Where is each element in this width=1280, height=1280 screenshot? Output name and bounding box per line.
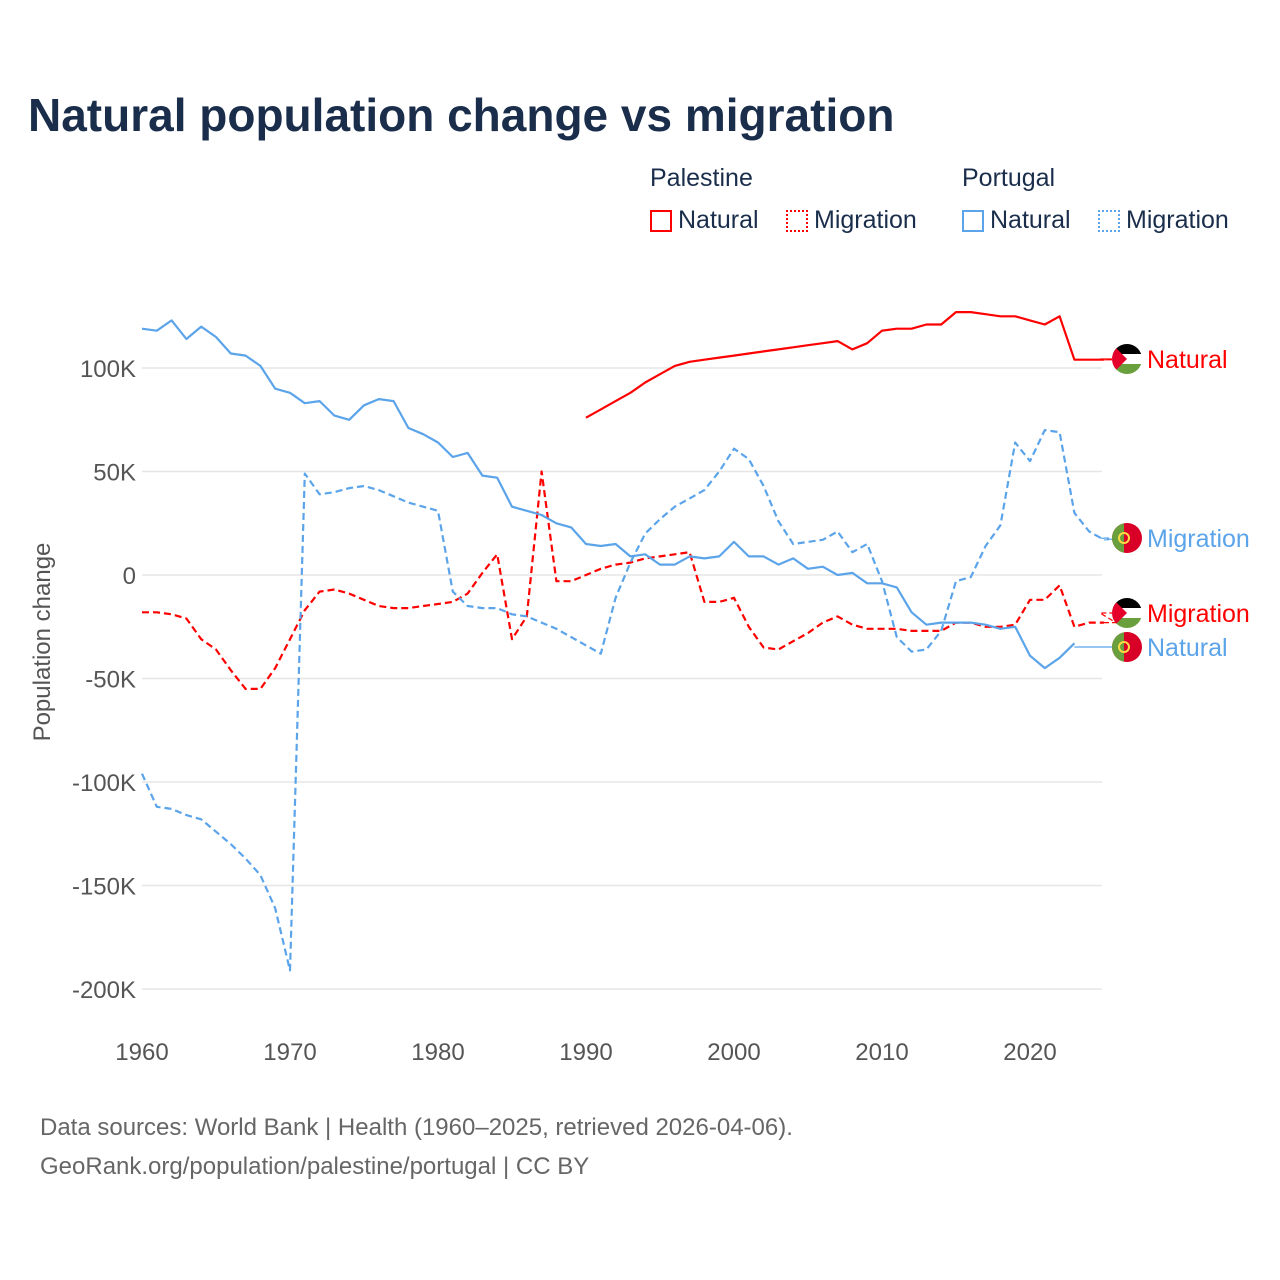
series-line-palestine-migration: [142, 470, 1104, 691]
legend-palestine-migration[interactable]: Migration: [786, 206, 917, 235]
portugal-flag-icon: [1112, 523, 1142, 553]
portugal-flag-icon: [1112, 632, 1142, 662]
palestine-flag-icon: [1112, 598, 1142, 628]
y-tick-label: -200K: [72, 977, 136, 1004]
x-tick-label: 1980: [411, 1039, 464, 1066]
legend-portugal-natural[interactable]: Natural: [962, 206, 1071, 235]
end-connector: [1097, 612, 1119, 624]
y-tick-label: 50K: [93, 460, 136, 487]
end-connector: [1099, 358, 1117, 361]
end-label: Natural: [1147, 634, 1228, 662]
x-tick-label: 1960: [115, 1039, 168, 1066]
legend-label: Migration: [1126, 206, 1229, 234]
legend-label: Migration: [814, 206, 917, 234]
end-label: Migration: [1147, 525, 1250, 553]
dotted-swatch-icon: [1098, 209, 1120, 232]
series-line-palestine-natural: [585, 311, 1104, 419]
legend-portugal-migration[interactable]: Migration: [1098, 206, 1229, 235]
legend-palestine-natural[interactable]: Natural: [650, 206, 759, 235]
x-tick-label: 1970: [263, 1039, 316, 1066]
end-label: Natural: [1147, 346, 1228, 374]
y-tick-label: 0: [123, 563, 136, 590]
y-tick-label: -50K: [85, 667, 136, 694]
footer: Data sources: World Bank | Health (1960–…: [40, 1108, 793, 1186]
dotted-swatch-icon: [786, 209, 808, 232]
attribution-link[interactable]: GeoRank.org/population/palestine/portuga…: [40, 1153, 590, 1180]
y-tick-label: -100K: [72, 770, 136, 797]
solid-swatch-icon: [650, 209, 672, 232]
solid-swatch-icon: [962, 209, 984, 232]
legend-label: Natural: [990, 206, 1071, 234]
legend-group-palestine: Palestine: [650, 164, 753, 192]
y-tick-label: -150K: [72, 874, 136, 901]
x-tick-label: 2020: [1003, 1039, 1056, 1066]
data-source-note: Data sources: World Bank | Health (1960–…: [40, 1114, 793, 1141]
y-tick-label: 100K: [80, 356, 136, 383]
y-axis-label: Population change: [29, 543, 56, 742]
x-tick-label: 2010: [855, 1039, 908, 1066]
series-line-portugal-migration: [140, 429, 1105, 972]
x-tick-label: 1990: [559, 1039, 612, 1066]
x-tick-label: 2000: [707, 1039, 760, 1066]
series-line-portugal-natural: [141, 319, 1076, 670]
legend-group-portugal: Portugal: [962, 164, 1056, 192]
chart-title: Natural population change vs migration: [28, 89, 895, 141]
palestine-flag-icon: [1112, 344, 1142, 374]
legend-label: Natural: [678, 206, 759, 234]
end-label: Migration: [1147, 600, 1250, 628]
end-connector: [1099, 537, 1117, 541]
